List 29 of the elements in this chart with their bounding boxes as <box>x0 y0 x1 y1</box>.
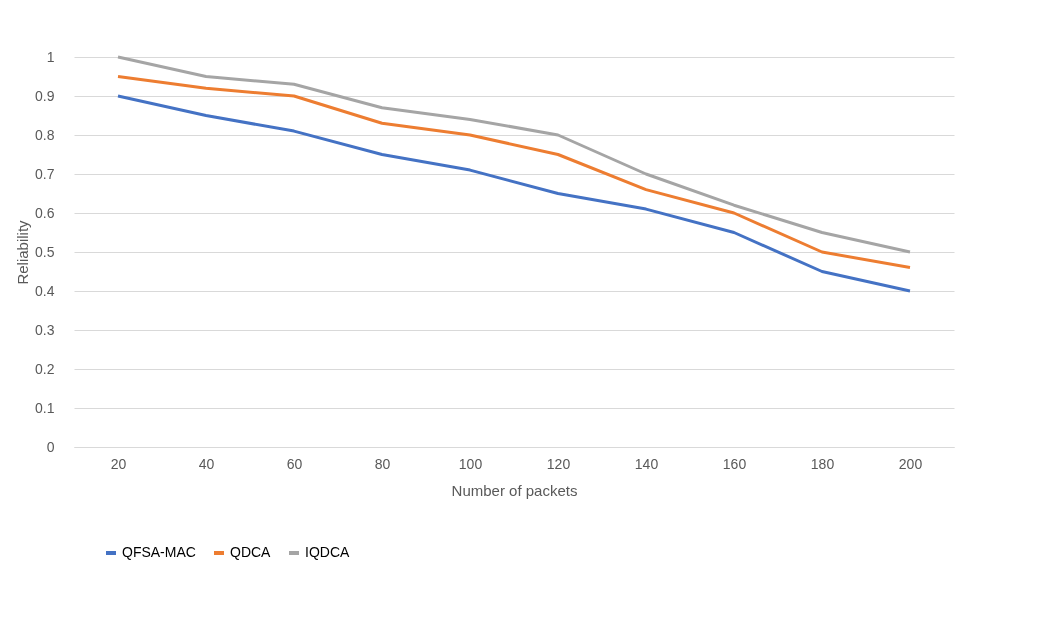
y-axis-title: Reliability <box>14 219 32 285</box>
x-tick-label: 180 <box>810 455 835 472</box>
legend-label: QFSA-MAC <box>122 544 196 560</box>
y-tick-label: 0.3 <box>35 321 55 338</box>
y-tick-label: 0.9 <box>35 87 55 104</box>
x-tick-label: 60 <box>286 455 303 472</box>
legend-label: IQDCA <box>305 544 350 560</box>
y-tick-label: 0.8 <box>35 126 55 143</box>
y-tick-label: 0 <box>46 438 55 455</box>
x-tick-label: 20 <box>110 455 127 472</box>
legend-label: QDCA <box>230 544 272 560</box>
y-tick-label: 0.4 <box>35 282 55 299</box>
y-tick-label: 1 <box>46 48 55 65</box>
line-series <box>116 55 912 254</box>
y-tick-label: 0.1 <box>35 399 55 416</box>
x-tick-label: 100 <box>458 455 483 472</box>
y-tick-label: 0.7 <box>35 165 55 182</box>
line-series <box>116 75 912 270</box>
x-tick-label: 200 <box>898 455 923 472</box>
y-tick-label: 0.6 <box>35 204 55 221</box>
y-tick-label: 0.2 <box>35 360 55 377</box>
line-series <box>116 94 912 293</box>
y-tick-label: 0.5 <box>35 243 55 260</box>
x-tick-label: 140 <box>634 455 659 472</box>
x-axis-title: Number of packets <box>451 481 578 499</box>
x-tick-label: 120 <box>546 455 571 472</box>
x-tick-label: 80 <box>374 455 391 472</box>
x-tick-label: 40 <box>198 455 215 472</box>
x-tick-label: 160 <box>722 455 747 472</box>
